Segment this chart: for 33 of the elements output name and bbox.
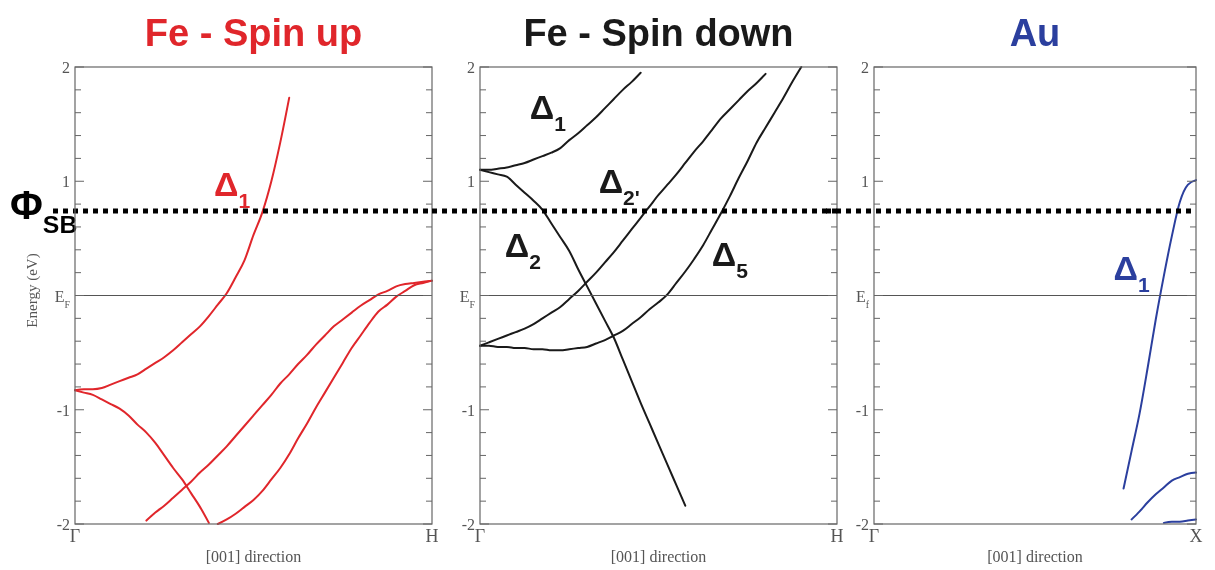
x-axis-title: [001] direction xyxy=(987,548,1083,565)
x-tick-label: Γ xyxy=(69,526,81,546)
annotation: Δ$_{2}$ xyxy=(504,226,541,273)
y-tick-label: E$_{f}$ xyxy=(855,287,870,309)
x-axis-title: [001] direction xyxy=(205,548,302,565)
y-tick-label: -1 xyxy=(56,401,70,419)
x-tick-label: H xyxy=(425,526,439,546)
y-tick-label: -2 xyxy=(56,516,70,533)
y-tick-label: -2 xyxy=(855,516,869,533)
chart-title: Au xyxy=(1009,12,1061,54)
annotation: Δ$_{5}$ xyxy=(711,235,749,282)
y-tick-label: 1 xyxy=(861,173,869,191)
chart-title: Fe - Spin down xyxy=(523,12,794,54)
y-tick-label: -1 xyxy=(461,401,475,419)
annotation: Δ$_{1}$ xyxy=(529,87,567,135)
y-tick-label: 2 xyxy=(62,59,70,76)
y-tick-label: E$_{F}$ xyxy=(459,287,476,309)
x-tick-label: Γ xyxy=(474,526,486,546)
x-tick-label: Γ xyxy=(868,526,880,546)
y-axis-title: Energy (eV) xyxy=(24,253,41,328)
y-tick-label: -1 xyxy=(855,401,869,419)
y-tick-label: 2 xyxy=(861,59,869,76)
y-tick-label: -2 xyxy=(461,516,475,533)
x-axis-title: [001] direction xyxy=(610,548,707,565)
x-tick-label: X xyxy=(1189,526,1203,546)
x-tick-label: H xyxy=(830,526,844,546)
y-tick-label: 2 xyxy=(467,59,475,76)
chart-title: Fe - Spin up xyxy=(144,12,363,54)
y-tick-label: 1 xyxy=(467,173,475,191)
annotation: Δ$_{1}$ xyxy=(1113,249,1150,296)
annotation: Δ$_{2'}$ xyxy=(598,162,640,209)
y-tick-label: E$_{F}$ xyxy=(54,287,71,309)
annotation: Δ$_{1}$ xyxy=(213,164,251,212)
